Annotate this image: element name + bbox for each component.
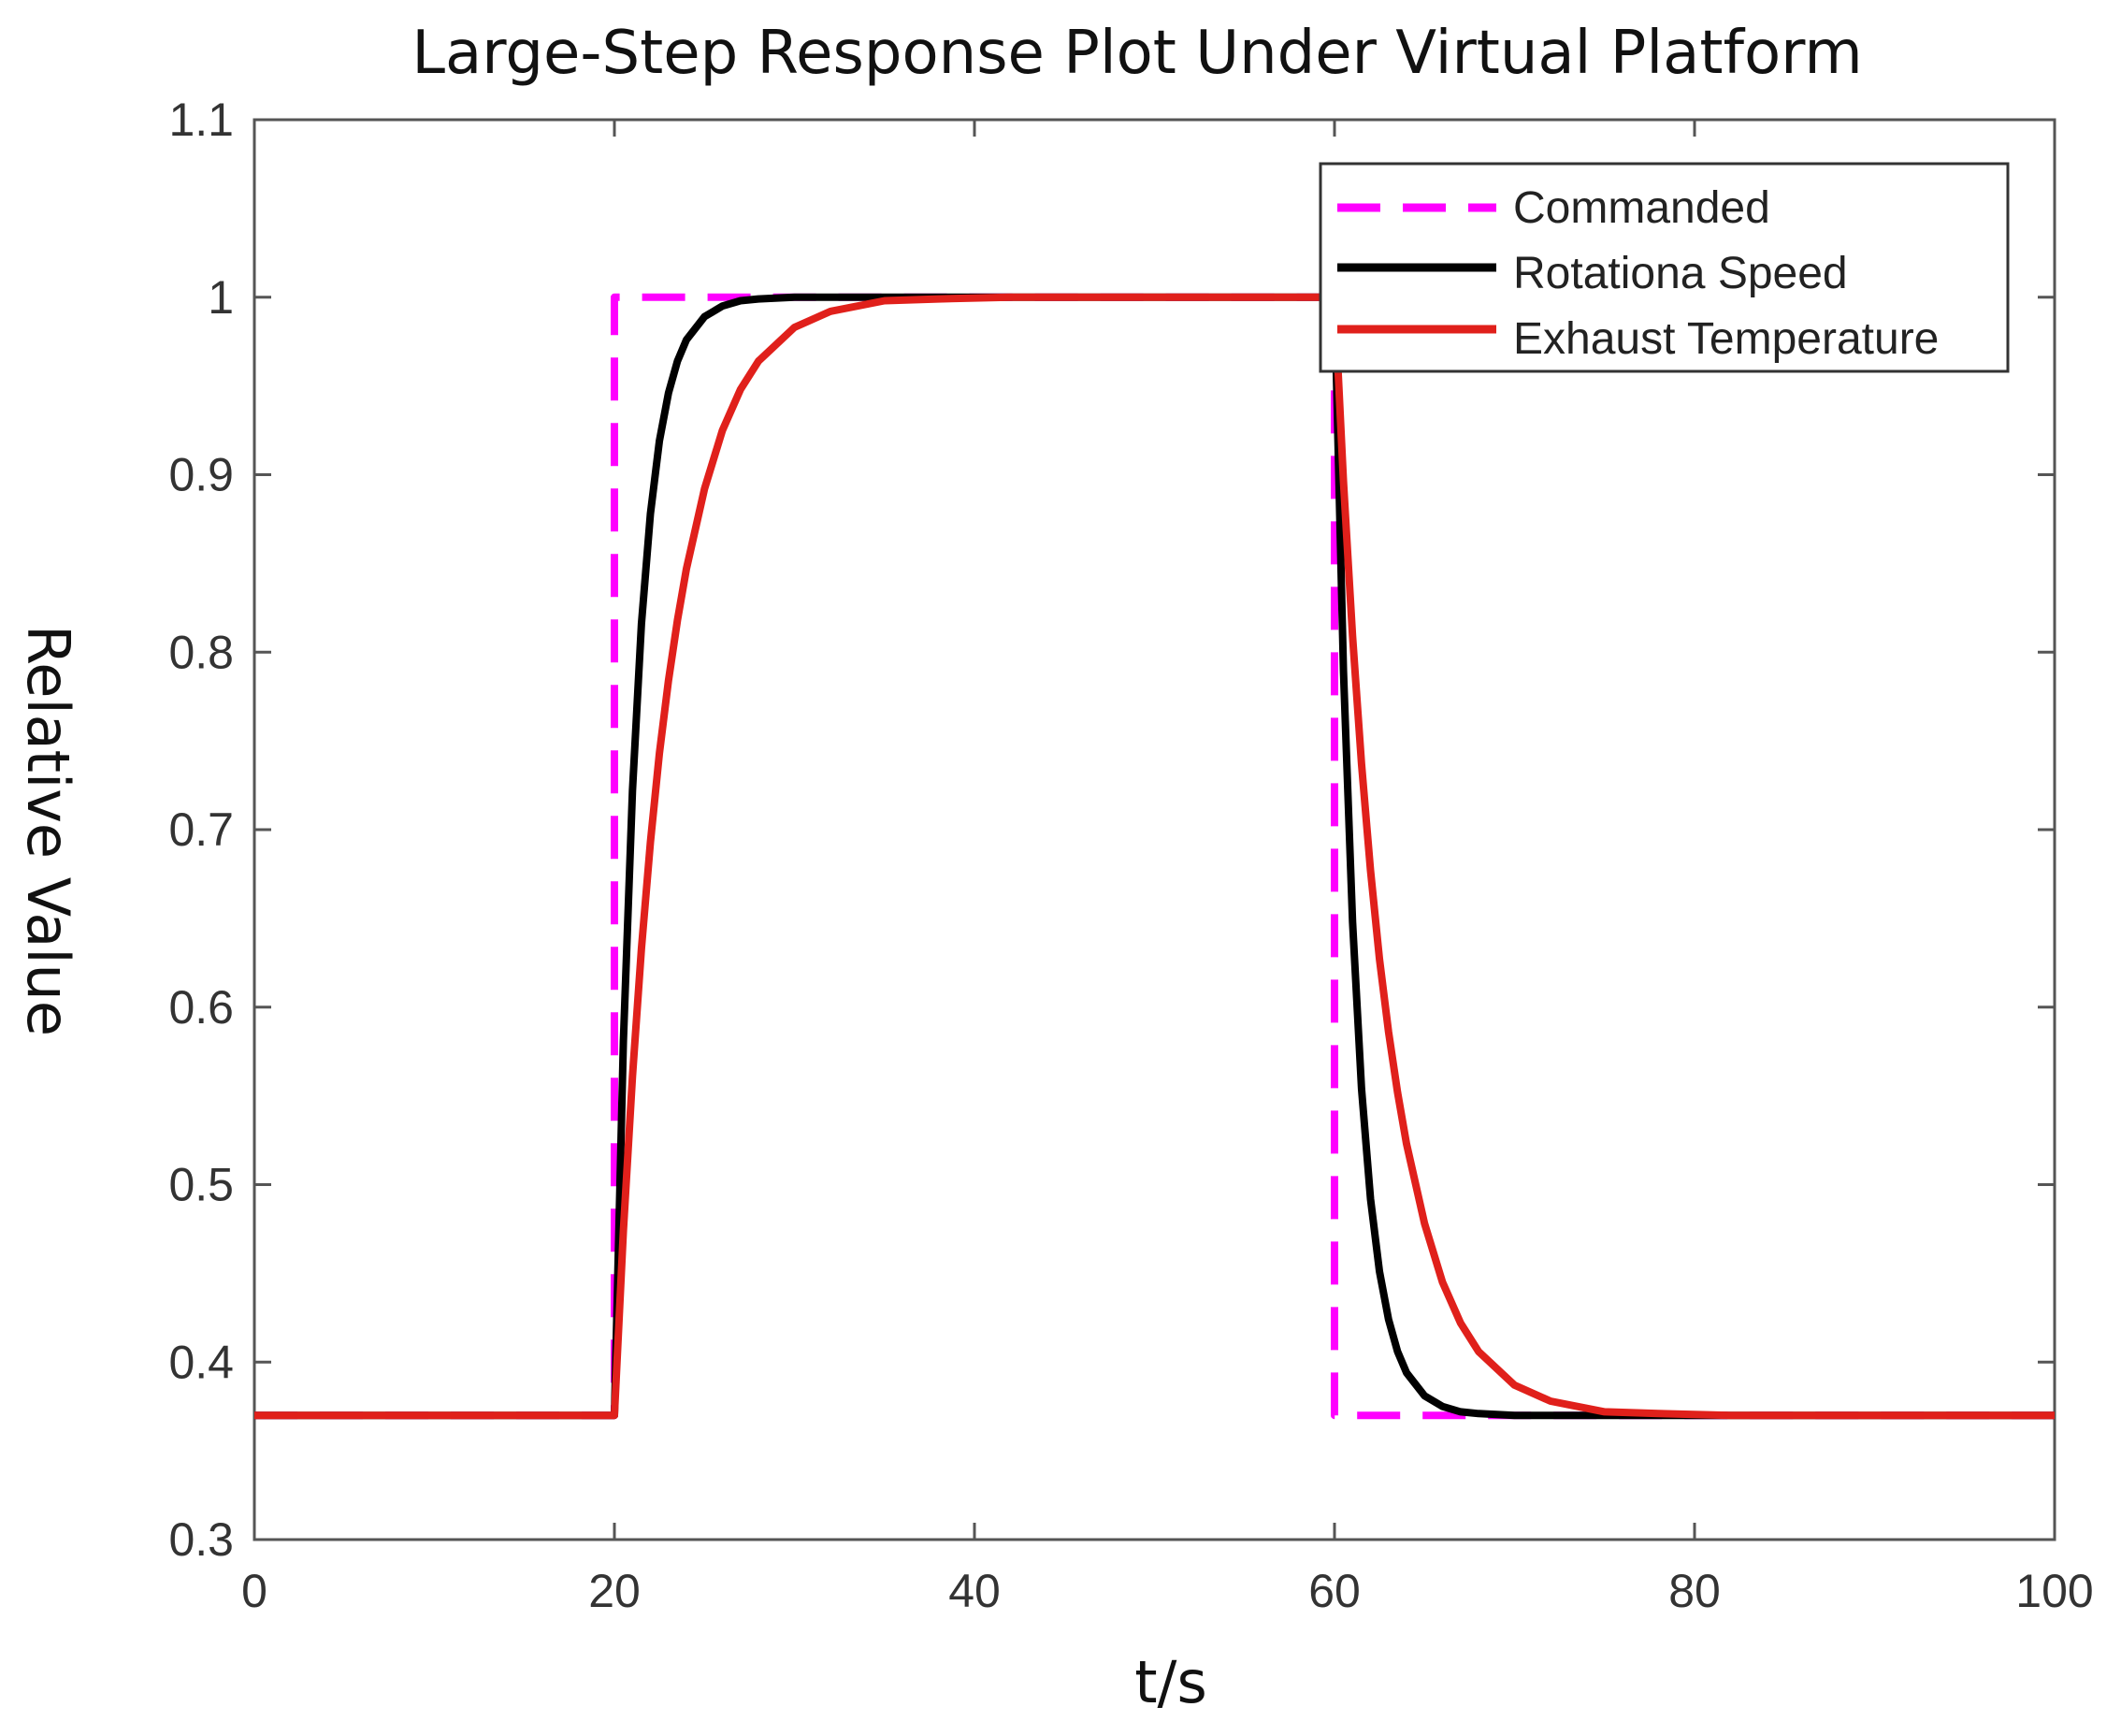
y-tick-label: 0.5 <box>168 1159 234 1211</box>
axis-ticks: 0 20 40 60 80 100 0.3 0.4 0.5 0.6 0.7 0.8 0.9 1 1.1 <box>168 94 2093 1617</box>
y-tick-label: 0.6 <box>168 981 234 1034</box>
y-axis-label: Relative Value <box>14 625 82 1036</box>
y-tick-label: 1.1 <box>168 94 234 146</box>
x-tick-label: 80 <box>1668 1565 1721 1617</box>
legend-label-exhaust-temperature: Exhaust Temperature <box>1513 314 1939 364</box>
x-axis-label: t/s <box>1134 1648 1207 1716</box>
series-layer <box>254 293 2055 1420</box>
legend: Commanded Rotationa Speed Exhaust Temper… <box>1319 162 2010 373</box>
x-tick-label: 20 <box>588 1565 641 1617</box>
y-tick-label: 0.3 <box>168 1513 234 1566</box>
x-tick-label: 40 <box>948 1565 1001 1617</box>
x-tick-label: 0 <box>241 1565 267 1617</box>
y-tick-label: 0.8 <box>168 626 234 678</box>
legend-label-rotational-speed: Rotationa Speed <box>1513 249 1848 298</box>
y-tick-label: 0.7 <box>168 803 234 856</box>
legend-label-commanded: Commanded <box>1513 183 1770 233</box>
y-tick-label: 1 <box>208 271 234 324</box>
x-tick-label: 100 <box>2015 1565 2093 1617</box>
y-tick-label: 0.9 <box>168 449 234 501</box>
series-line-exhaust-temperature <box>254 293 2055 1420</box>
y-tick-label: 0.4 <box>168 1336 234 1388</box>
x-tick-label: 60 <box>1308 1565 1361 1617</box>
chart-title: Large-Step Response Plot Under Virtual P… <box>411 19 1862 88</box>
